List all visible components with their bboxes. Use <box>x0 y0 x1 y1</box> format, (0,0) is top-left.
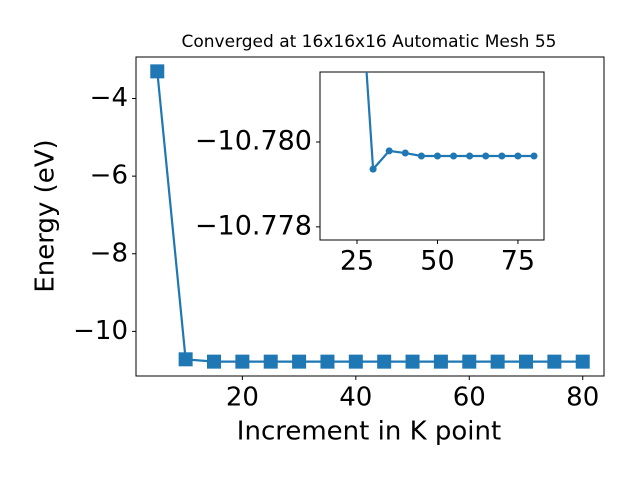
marker <box>519 354 533 369</box>
chart-title: Converged at 16x16x16 Automatic Mesh 55 <box>182 32 557 52</box>
y-tick-label: −10 <box>73 316 128 346</box>
marker <box>490 354 505 369</box>
x-axis-label: Increment in K point <box>237 417 501 447</box>
marker <box>433 152 441 160</box>
plot-content <box>365 72 538 173</box>
marker <box>530 152 538 160</box>
marker <box>498 152 506 160</box>
marker <box>207 354 221 369</box>
x-tick-label: 40 <box>339 383 372 413</box>
y-tick-label: −6 <box>90 161 128 191</box>
marker <box>369 165 377 173</box>
x-tick-label: 20 <box>226 383 259 413</box>
marker <box>417 152 425 160</box>
marker <box>466 152 474 160</box>
marker <box>514 152 522 160</box>
marker <box>320 354 335 369</box>
y-tick-label: −10.780 <box>195 126 312 157</box>
marker <box>235 354 250 369</box>
x-tick-label: 75 <box>501 246 535 277</box>
x-tick-label: 50 <box>420 246 454 277</box>
y-tick-label: −10.778 <box>195 210 312 241</box>
marker <box>377 354 392 369</box>
marker <box>450 152 458 160</box>
marker <box>348 354 363 369</box>
plot-content <box>150 64 590 369</box>
marker <box>482 152 490 160</box>
marker <box>178 352 193 367</box>
marker <box>150 64 165 79</box>
x-tick-label: 60 <box>453 383 486 413</box>
y-tick-label: −8 <box>90 238 128 268</box>
x-tick-label: 25 <box>340 246 374 277</box>
marker <box>575 354 590 369</box>
marker <box>433 354 448 369</box>
marker <box>462 354 477 369</box>
x-tick-label: 80 <box>566 383 599 413</box>
marker <box>547 354 562 369</box>
marker <box>292 354 307 369</box>
marker <box>401 149 409 157</box>
series-line <box>156 71 583 363</box>
marker <box>405 354 420 369</box>
marker <box>385 147 393 155</box>
y-axis-label: Energy (eV) <box>31 139 61 292</box>
marker <box>263 354 278 369</box>
y-tick-label: −4 <box>90 83 128 113</box>
